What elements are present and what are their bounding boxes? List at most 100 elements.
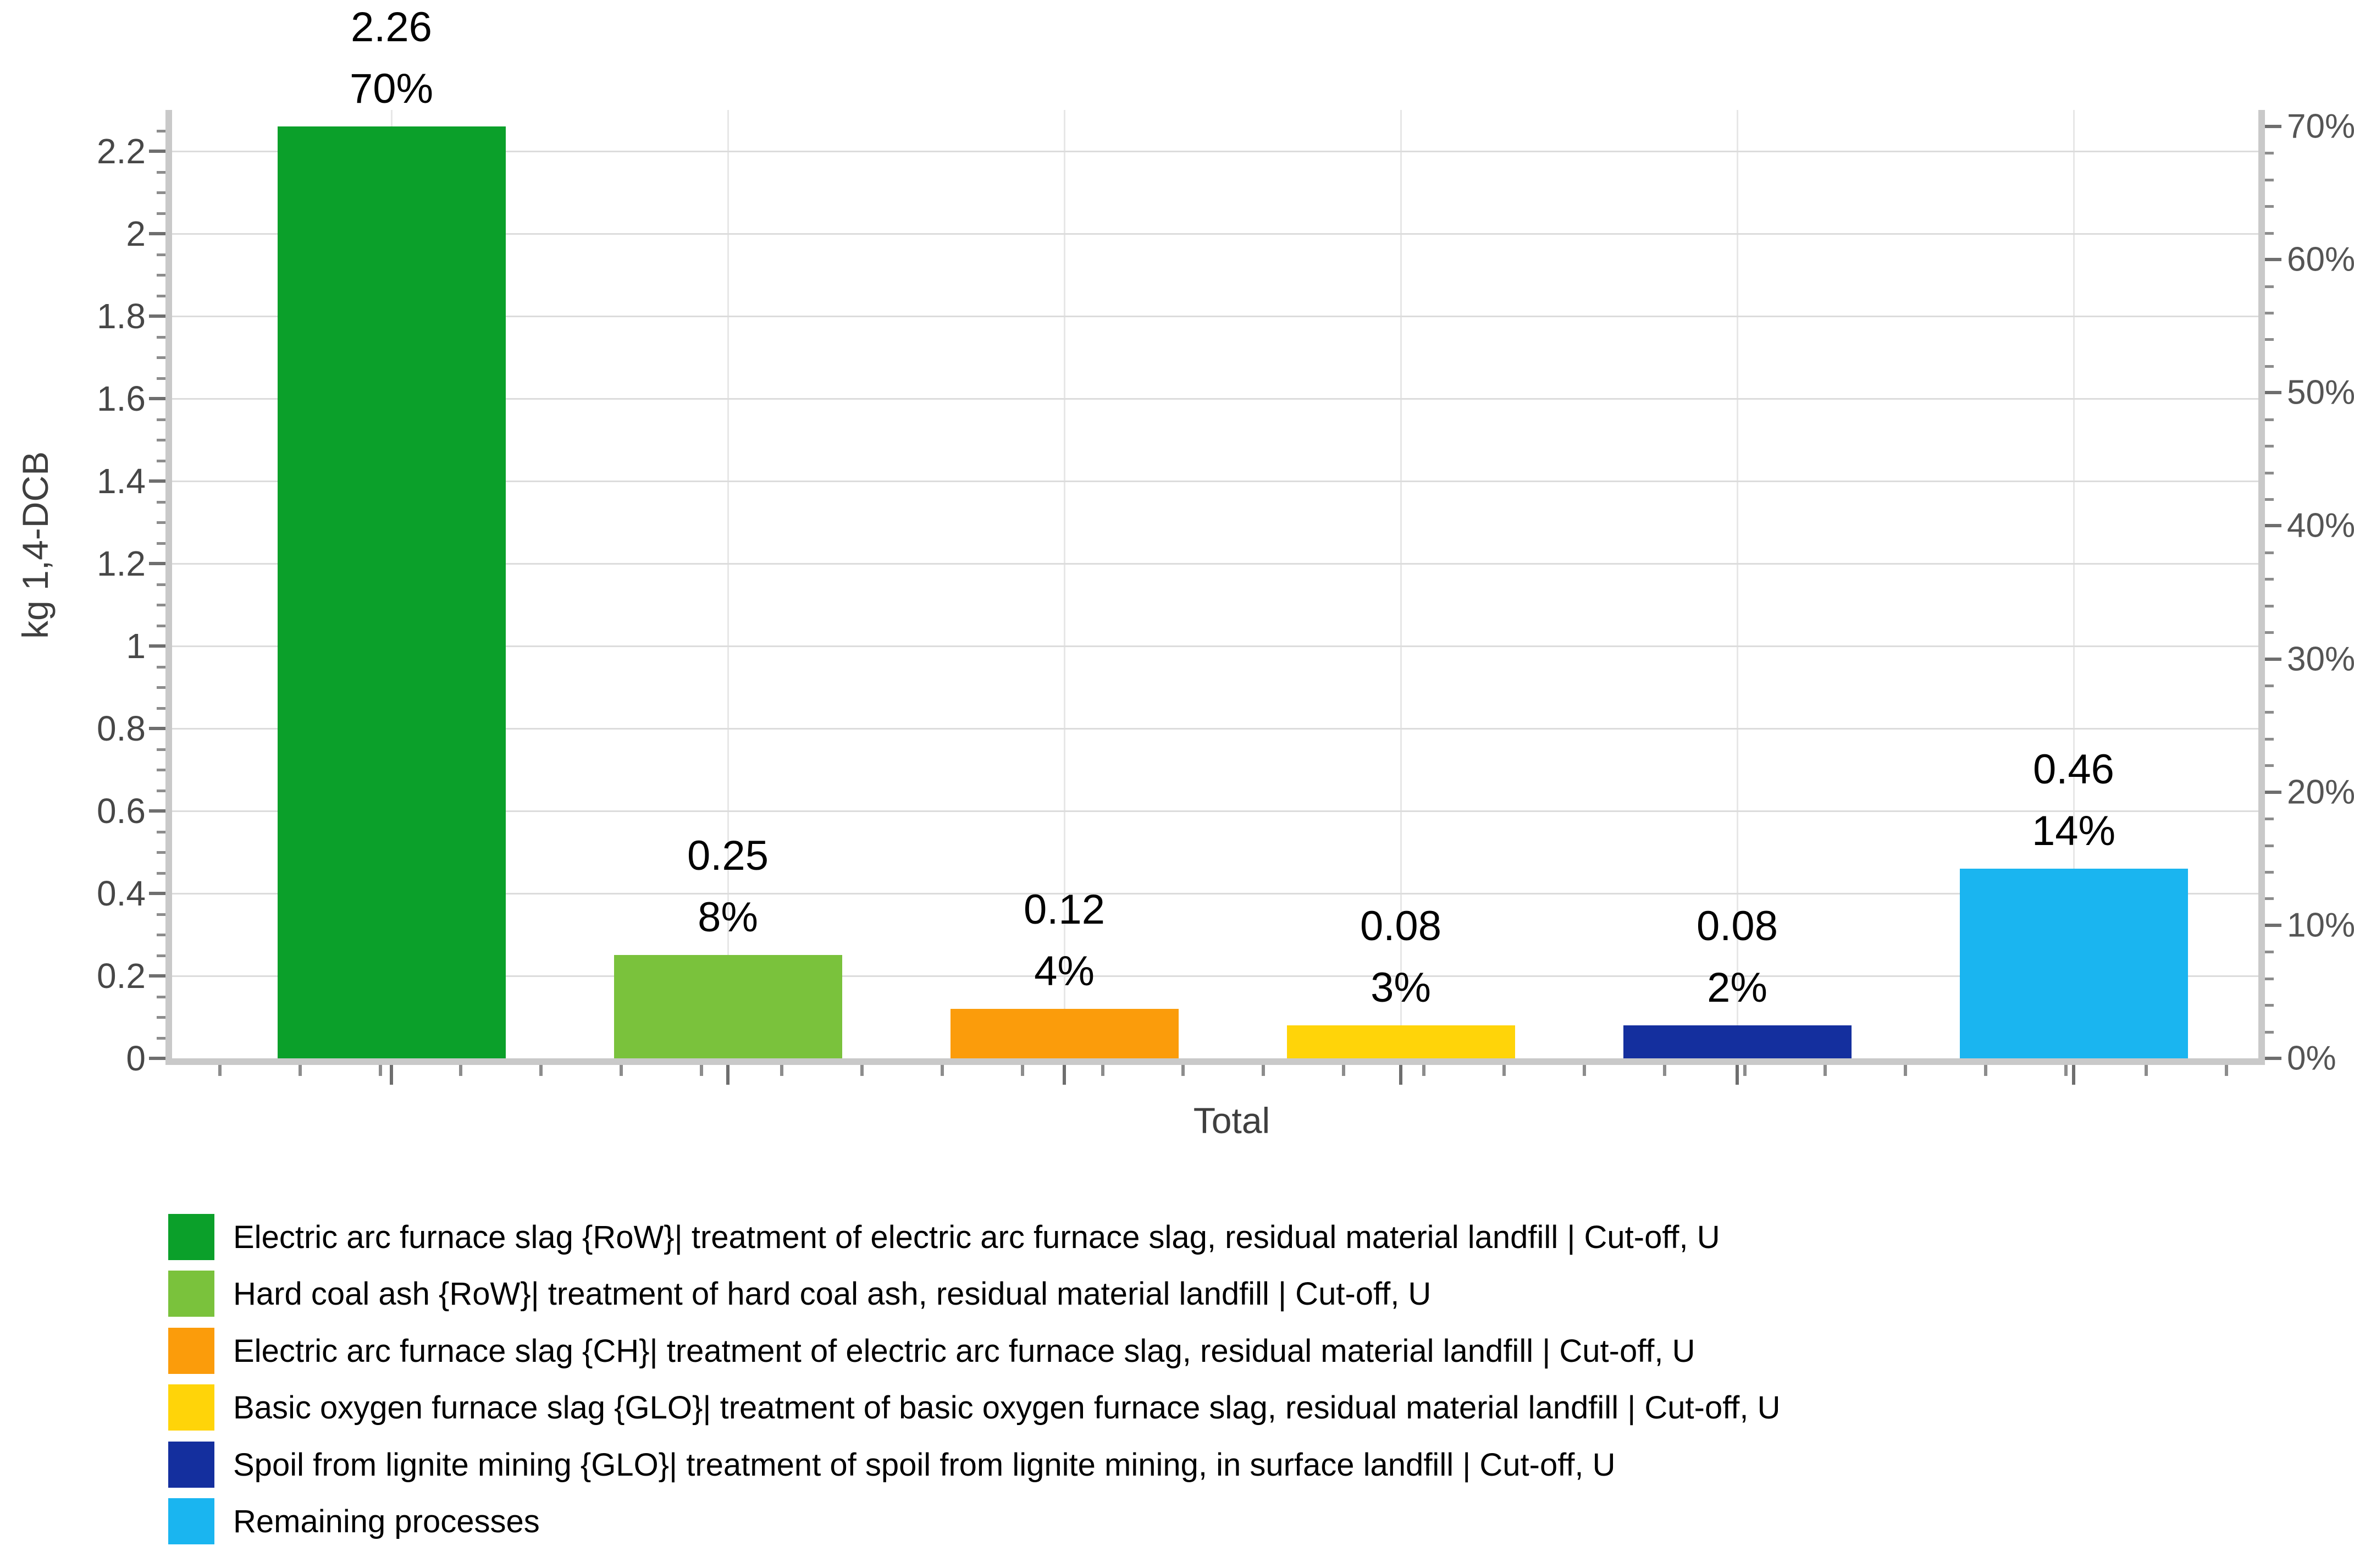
left-axis-major-tick — [149, 314, 165, 318]
x-axis-minor-tick — [700, 1065, 703, 1076]
left-axis-minor-tick — [157, 294, 165, 297]
left-axis-minor-tick — [157, 500, 165, 504]
right-axis-minor-tick — [2265, 684, 2274, 687]
left-axis-tick-label: 1.6 — [97, 379, 146, 418]
left-axis-minor-tick — [157, 995, 165, 998]
legend-item: Electric arc furnace slag {RoW}| treatme… — [168, 1214, 1720, 1260]
left-axis-minor-tick — [157, 871, 165, 875]
right-axis-minor-tick — [2265, 365, 2274, 368]
x-axis-minor-tick — [1342, 1065, 1345, 1076]
x-axis-major-tick — [2072, 1065, 2075, 1085]
left-axis-tick-label: 0.4 — [97, 874, 146, 913]
left-axis-minor-tick — [157, 706, 165, 710]
x-axis-category-label: Total — [1193, 1100, 1270, 1141]
right-axis-minor-tick — [2265, 631, 2274, 634]
right-axis-major-tick — [2265, 790, 2281, 794]
x-axis-minor-tick — [2064, 1065, 2068, 1076]
left-axis-major-tick — [149, 150, 165, 153]
left-axis-minor-tick — [157, 418, 165, 421]
legend-swatch — [168, 1214, 214, 1260]
right-axis-minor-tick — [2265, 764, 2274, 768]
right-axis-minor-tick — [2265, 205, 2274, 208]
bar-4 — [1286, 1025, 1515, 1058]
right-axis-major-tick — [2265, 125, 2281, 128]
right-axis-tick-label: 60% — [2287, 240, 2354, 279]
x-axis-minor-tick — [780, 1065, 783, 1076]
right-axis-tick-label: 70% — [2287, 107, 2354, 146]
right-axis-minor-tick — [2265, 711, 2274, 714]
right-axis-line — [2258, 110, 2265, 1065]
left-axis-minor-tick — [157, 748, 165, 751]
x-axis-minor-tick — [1422, 1065, 1425, 1076]
x-axis-minor-tick — [860, 1065, 864, 1076]
left-axis-major-tick — [149, 809, 165, 813]
right-axis-minor-tick — [2265, 1004, 2274, 1007]
left-axis-minor-tick — [157, 665, 165, 669]
x-axis-line — [165, 1058, 2265, 1065]
left-axis-minor-tick — [157, 934, 165, 936]
bar-value-label: 0.12 4% — [1024, 886, 1105, 995]
left-axis-minor-tick — [157, 356, 165, 359]
left-axis-minor-tick — [157, 1016, 165, 1019]
legend-item: Basic oxygen furnace slag {GLO}| treatme… — [168, 1384, 1781, 1431]
x-axis-minor-tick — [2145, 1065, 2148, 1076]
left-axis-tick-label: 1 — [126, 626, 146, 666]
right-axis-minor-tick — [2265, 312, 2274, 314]
left-axis-minor-tick — [157, 170, 165, 174]
right-axis-minor-tick — [2265, 445, 2274, 448]
left-axis-minor-tick — [157, 335, 165, 339]
x-axis-minor-tick — [1262, 1065, 1265, 1076]
right-axis-minor-tick — [2265, 338, 2274, 341]
left-axis-tick-label: 2.2 — [97, 131, 146, 171]
left-axis-minor-tick — [157, 769, 165, 771]
left-axis-minor-tick — [157, 851, 165, 854]
right-axis-minor-tick — [2265, 231, 2274, 235]
bar-2 — [614, 955, 842, 1058]
right-axis-minor-tick — [2265, 418, 2274, 421]
horizontal-gridline — [172, 728, 2258, 730]
x-axis-minor-tick — [218, 1065, 222, 1076]
right-axis-minor-tick — [2265, 604, 2274, 608]
right-axis-tick-label: 50% — [2287, 373, 2354, 412]
legend-swatch — [168, 1384, 214, 1431]
legend-label: Basic oxygen furnace slag {GLO}| treatme… — [233, 1389, 1781, 1426]
x-axis-minor-tick — [1984, 1065, 1987, 1076]
horizontal-gridline — [172, 481, 2258, 482]
horizontal-gridline — [172, 645, 2258, 647]
right-axis-major-tick — [2265, 258, 2281, 262]
left-axis-minor-tick — [157, 913, 165, 916]
x-axis-minor-tick — [1181, 1065, 1185, 1076]
vertical-gridline — [1737, 110, 1738, 1058]
bar-3 — [950, 1009, 1179, 1058]
right-axis-minor-tick — [2265, 178, 2274, 181]
bar-value-label: 0.46 14% — [2031, 746, 2116, 854]
x-axis-minor-tick — [1663, 1065, 1666, 1076]
left-axis-major-tick — [149, 892, 165, 895]
horizontal-gridline — [172, 893, 2258, 895]
bar-value-label: 0.25 8% — [687, 832, 769, 941]
right-axis-major-tick — [2265, 1057, 2281, 1060]
left-axis-minor-tick — [157, 542, 165, 545]
left-axis-minor-tick — [157, 1036, 165, 1040]
right-axis-tick-label: 20% — [2287, 773, 2354, 811]
left-axis-minor-tick — [157, 789, 165, 792]
right-axis-minor-tick — [2265, 551, 2274, 554]
left-axis-minor-tick — [157, 439, 165, 441]
vertical-gridline — [2073, 110, 2075, 1058]
left-axis-minor-tick — [157, 583, 165, 586]
bar-5 — [1623, 1025, 1852, 1058]
left-axis-tick-label: 0 — [126, 1039, 146, 1078]
x-axis-minor-tick — [459, 1065, 462, 1076]
horizontal-gridline — [172, 233, 2258, 235]
left-axis-major-tick — [149, 562, 165, 565]
right-axis-major-tick — [2265, 923, 2281, 927]
legend-swatch — [168, 1442, 214, 1488]
legend-item: Hard coal ash {RoW}| treatment of hard c… — [168, 1271, 1431, 1317]
right-axis-minor-tick — [2265, 897, 2274, 901]
x-axis-major-tick — [1063, 1065, 1066, 1085]
right-axis-major-tick — [2265, 657, 2281, 661]
x-axis-minor-tick — [1743, 1065, 1747, 1076]
right-axis-minor-tick — [2265, 871, 2274, 874]
left-axis-minor-tick — [157, 212, 165, 215]
